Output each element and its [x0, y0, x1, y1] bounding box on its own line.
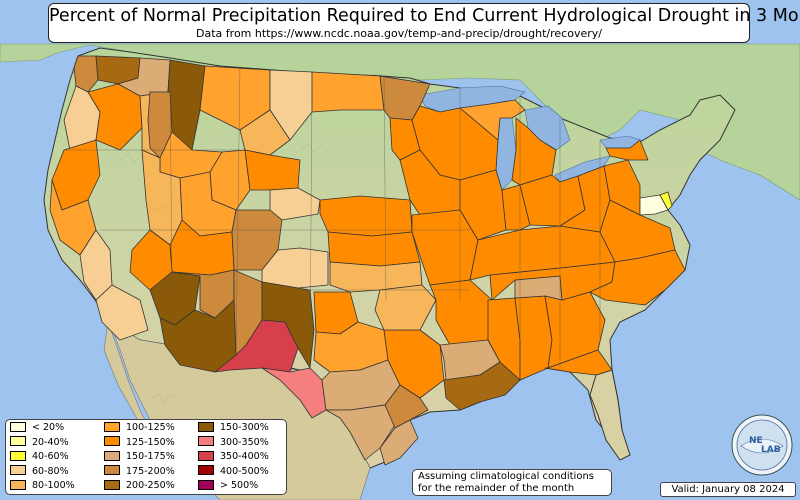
- legend-label: 175-200%: [126, 465, 175, 477]
- legend-swatch: [104, 465, 120, 475]
- legend-label: 80-100%: [32, 480, 75, 491]
- region-oklahoma-northeast: [374, 284, 437, 331]
- region-nevada-east: [141, 149, 183, 246]
- region-delaware: [659, 191, 673, 211]
- region-new-york-west: [605, 139, 649, 161]
- legend: < 20% 20-40% 40-60% 60-80% 80-100% 100-125% 12…: [5, 419, 287, 495]
- logo-text-1: NE: [749, 436, 763, 446]
- region-alabama: [514, 295, 553, 381]
- legend-label: 300-350%: [220, 436, 269, 448]
- state-boundaries: [64, 59, 601, 380]
- region-texas-coastal: [379, 419, 419, 466]
- legend-swatch: [104, 450, 120, 461]
- great-lakes: [419, 85, 641, 191]
- logo-text-2: LAB: [761, 445, 781, 455]
- region-louisiana-south: [443, 361, 521, 411]
- legend-swatch: [198, 436, 214, 446]
- legend-label: 200-250%: [126, 480, 175, 491]
- legend-item: 60-80%: [10, 465, 69, 478]
- region-california-south: [95, 284, 149, 341]
- nexlab-logo: NE LAB: [731, 414, 793, 476]
- valid-date-text: Valid: January 08 2024: [671, 484, 785, 495]
- region-florida-panhandle: [544, 349, 613, 376]
- legend-label: > 500%: [220, 480, 259, 491]
- florida-peninsula: [589, 369, 631, 461]
- legend-swatch: [104, 421, 120, 432]
- region-montana-east: [239, 109, 291, 156]
- legend-item: 40-60%: [10, 450, 69, 463]
- legend-label: 350-400%: [220, 451, 269, 462]
- note-line-1: Assuming climatological conditions: [418, 471, 594, 482]
- legend-swatch: [104, 479, 120, 490]
- map-subtitle: Data from https://www.ncdc.noaa.gov/temp…: [196, 27, 602, 40]
- region-maryland: [639, 194, 669, 216]
- region-texas-east: [383, 329, 445, 399]
- region-montana-central: [269, 69, 313, 141]
- legend-label: 20-40%: [32, 436, 69, 448]
- legend-item: < 20%: [10, 421, 65, 434]
- title-box: Percent of Normal Precipitation Required…: [48, 3, 800, 43]
- region-north-dakota-east: [311, 71, 385, 113]
- legend-label: 100-125%: [126, 422, 175, 433]
- legend-swatch: [10, 436, 26, 446]
- map-title: Percent of Normal Precipitation Required…: [49, 6, 800, 26]
- legend-label: 125-150%: [126, 436, 175, 448]
- legend-item: 150-175%: [104, 450, 175, 463]
- note-line-2: for the remainder of the month: [418, 483, 575, 494]
- legend-swatch: [198, 450, 214, 461]
- legend-item: > 500%: [198, 479, 259, 492]
- legend-swatch: [10, 450, 26, 461]
- drought-regions: [49, 55, 686, 466]
- legend-swatch: [198, 421, 214, 432]
- region-new-mexico-central: [214, 319, 299, 373]
- legend-item: 125-150%: [104, 436, 175, 449]
- legend-swatch: [104, 436, 120, 446]
- legend-label: 150-175%: [126, 451, 175, 462]
- legend-item: 400-500%: [198, 465, 269, 478]
- legend-label: 150-300%: [220, 422, 269, 433]
- legend-item: 350-400%: [198, 450, 269, 463]
- legend-swatch: [198, 479, 214, 490]
- region-michigan-upper: [459, 99, 526, 141]
- region-north-carolina-east: [589, 249, 686, 306]
- legend-label: 40-60%: [32, 451, 69, 462]
- legend-item: 200-250%: [104, 479, 175, 492]
- legend-item: 175-200%: [104, 465, 175, 478]
- legend-label: < 20%: [32, 422, 65, 433]
- region-kansas-east: [327, 231, 421, 267]
- legend-item: 300-350%: [198, 436, 269, 449]
- legend-item: 150-300%: [198, 421, 269, 434]
- valid-date: Valid: January 08 2024: [660, 482, 796, 497]
- legend-swatch: [10, 465, 26, 475]
- legend-label: 60-80%: [32, 465, 69, 477]
- legend-item: 20-40%: [10, 436, 69, 449]
- legend-item: 80-100%: [10, 479, 75, 492]
- legend-swatch: [10, 479, 26, 490]
- legend-item: 100-125%: [104, 421, 175, 434]
- note-box: Assuming climatological conditions for t…: [412, 469, 612, 496]
- region-indiana: [501, 184, 531, 231]
- legend-swatch: [10, 421, 26, 432]
- legend-swatch: [198, 465, 214, 475]
- canada-land: [0, 43, 800, 201]
- legend-label: 400-500%: [220, 465, 269, 477]
- region-oregon-central: [87, 83, 143, 151]
